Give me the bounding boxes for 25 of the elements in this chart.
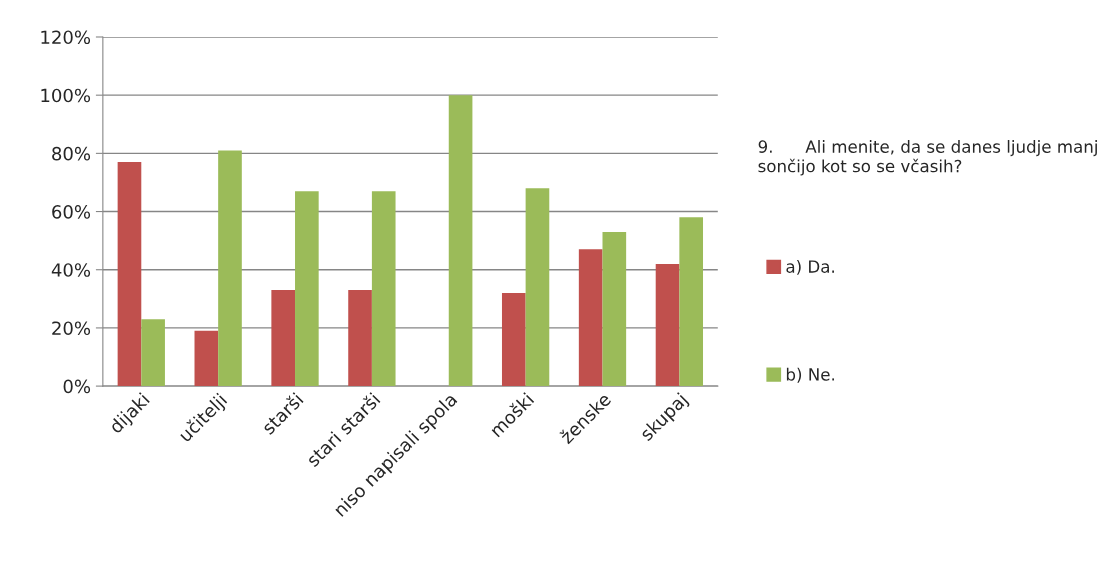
y-tick-label: 120% [41, 30, 91, 45]
bar [448, 95, 473, 387]
bar [501, 293, 526, 387]
bar [525, 188, 550, 387]
bar [348, 290, 372, 387]
y-tick-label: 80% [52, 146, 91, 161]
bar [271, 290, 296, 387]
y-tick-label: 100% [41, 88, 91, 103]
y-tick-label: 40% [51, 263, 91, 277]
bar [578, 249, 603, 387]
bar [679, 217, 704, 387]
bar [655, 263, 680, 387]
legend-title: 9. Ali menite, da se danes ljudje manj sončijo kot so se včasih? [758, 140, 1097, 176]
y-tick-label: 60% [52, 205, 91, 219]
y-tick-label: 20% [52, 321, 91, 336]
bar [194, 330, 219, 387]
bar [218, 150, 242, 387]
bar [371, 191, 396, 387]
bar [602, 231, 627, 387]
legend-label: a) Da. [786, 260, 834, 275]
legend-label: b) Ne. [786, 367, 835, 383]
y-tick-label: 0% [63, 379, 91, 394]
bar [117, 162, 142, 387]
bar [141, 319, 165, 387]
bar [295, 191, 319, 387]
